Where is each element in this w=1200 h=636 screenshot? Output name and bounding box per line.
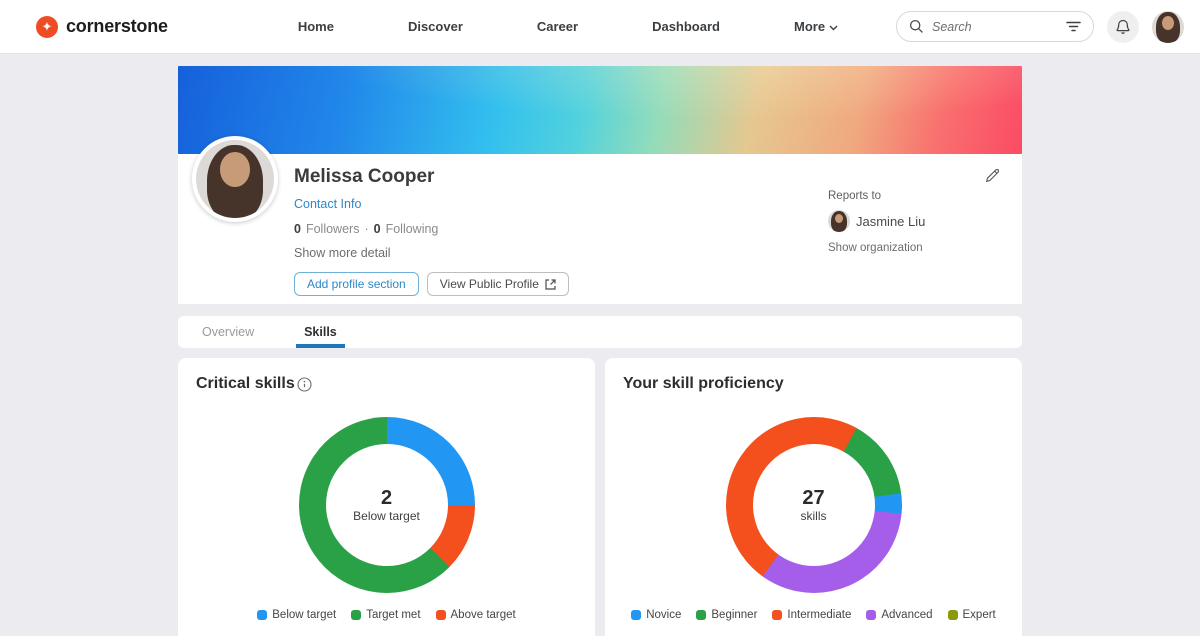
- notifications-button[interactable]: [1107, 10, 1139, 43]
- skill-proficiency-count-label: skills: [800, 508, 827, 523]
- filter-icon[interactable]: [1066, 21, 1081, 32]
- legend-item: Expert: [947, 609, 996, 621]
- reports-to-label: Reports to: [828, 190, 882, 202]
- add-profile-section-button[interactable]: Add profile section: [294, 272, 419, 296]
- legend-swatch-icon: [351, 610, 362, 620]
- legend-label: Below target: [272, 609, 337, 621]
- profile-card: Melissa Cooper Contact Info 0 Followers …: [178, 136, 1022, 304]
- legend-label: Target met: [366, 609, 421, 621]
- edit-profile-button[interactable]: [984, 166, 1002, 184]
- critical-skills-donut-center: 2 Below target: [325, 444, 448, 566]
- pencil-icon: [985, 168, 1000, 183]
- legend-item: Below target: [257, 609, 336, 621]
- external-link-icon: [545, 278, 556, 290]
- followers-count: 0: [294, 222, 301, 236]
- legend-label: Beginner: [711, 609, 758, 621]
- nav-more-label: More: [793, 19, 826, 34]
- nav-dashboard[interactable]: Dashboard: [652, 19, 720, 34]
- search-icon: [909, 19, 923, 33]
- manager-name: Jasmine Liu: [856, 213, 926, 229]
- tab-skills[interactable]: Skills: [296, 316, 345, 348]
- followers-label: Followers: [305, 222, 360, 236]
- skill-proficiency-title: Your skill proficiency: [623, 375, 784, 392]
- chevron-down-icon: [829, 25, 838, 30]
- following-label: Following: [385, 222, 439, 236]
- critical-skills-title: Critical skills: [196, 375, 295, 392]
- critical-skills-card: Critical skills 2 Below target Below tar…: [178, 358, 595, 636]
- profile-actions: Add profile section View Public Profile: [294, 272, 1022, 296]
- info-icon[interactable]: [297, 376, 312, 392]
- legend-label: Above target: [450, 609, 516, 621]
- critical-skills-count: 2: [380, 486, 393, 509]
- navbar-right: [896, 10, 1184, 43]
- view-public-profile-label: View Public Profile: [439, 277, 539, 291]
- critical-skills-count-label: Below target: [353, 508, 420, 523]
- manager-avatar: [828, 210, 850, 232]
- profile-photo[interactable]: [192, 136, 278, 222]
- profile-banner: [178, 66, 1022, 154]
- show-more-detail-link[interactable]: Show more detail: [294, 246, 391, 260]
- top-navbar: ✦ cornerstone Home Discover Career Dashb…: [0, 0, 1200, 54]
- nav-home[interactable]: Home: [297, 19, 334, 34]
- skill-proficiency-header: Your skill proficiency: [605, 375, 1022, 393]
- cornerstone-star-icon: ✦: [36, 15, 58, 38]
- legend-swatch-icon: [631, 610, 642, 620]
- critical-skills-header: Critical skills: [178, 375, 595, 393]
- legend-item: Intermediate: [772, 609, 851, 621]
- search-input[interactable]: [932, 19, 1058, 34]
- profile-tabs: Overview Skills: [178, 316, 1022, 348]
- legend-swatch-icon: [772, 610, 783, 620]
- primary-nav: Home Discover Career Dashboard More: [298, 19, 838, 34]
- skill-proficiency-donut-chart: 27 skills: [725, 417, 902, 593]
- skill-proficiency-legend: Novice Beginner Intermediate Advanced Expert: [605, 609, 1022, 621]
- legend-item: Novice: [631, 609, 681, 621]
- view-public-profile-button[interactable]: View Public Profile: [426, 272, 569, 296]
- skill-proficiency-count: 27: [802, 486, 825, 509]
- legend-swatch-icon: [866, 610, 877, 620]
- legend-swatch-icon: [696, 610, 707, 620]
- show-organization-link[interactable]: Show organization: [828, 242, 923, 254]
- nav-career[interactable]: Career: [536, 19, 579, 34]
- critical-skills-donut-chart: 2 Below target: [298, 417, 475, 593]
- legend-item: Beginner: [696, 609, 757, 621]
- profile-name: Melissa Cooper: [294, 166, 435, 187]
- search-bar[interactable]: [896, 11, 1094, 42]
- reports-to-block: Reports to Jasmine Liu Show organization: [828, 190, 925, 254]
- follow-stats: 0 Followers · 0 Following: [294, 222, 1022, 236]
- tab-overview[interactable]: Overview: [202, 325, 255, 339]
- legend-label: Novice: [646, 609, 682, 621]
- skill-proficiency-donut-center: 27 skills: [752, 444, 875, 566]
- main-content: Melissa Cooper Contact Info 0 Followers …: [178, 66, 1022, 636]
- following-count: 0: [373, 222, 381, 236]
- legend-item: Advanced: [866, 609, 933, 621]
- legend-label: Advanced: [881, 609, 933, 621]
- legend-label: Expert: [962, 609, 996, 621]
- legend-item: Above target: [435, 609, 516, 621]
- nav-discover[interactable]: Discover: [407, 19, 463, 34]
- brand-name: cornerstone: [66, 16, 168, 36]
- legend-swatch-icon: [435, 610, 446, 620]
- legend-swatch-icon: [947, 610, 958, 620]
- contact-info-link[interactable]: Contact Info: [294, 197, 362, 211]
- skill-proficiency-card: Your skill proficiency 27 skills Novice B…: [605, 358, 1022, 636]
- legend-label: Intermediate: [787, 609, 852, 621]
- critical-skills-legend: Below target Target met Above target: [178, 609, 595, 621]
- dot-separator: ·: [364, 222, 369, 236]
- brand-logo[interactable]: ✦ cornerstone: [36, 15, 168, 38]
- skills-cards-row: Critical skills 2 Below target Below tar…: [178, 358, 1022, 636]
- nav-more[interactable]: More: [794, 19, 838, 34]
- bell-icon: [1116, 19, 1130, 34]
- user-avatar[interactable]: [1152, 10, 1184, 43]
- manager-link[interactable]: Jasmine Liu: [828, 210, 925, 232]
- legend-item: Target met: [351, 609, 421, 621]
- legend-swatch-icon: [257, 610, 268, 620]
